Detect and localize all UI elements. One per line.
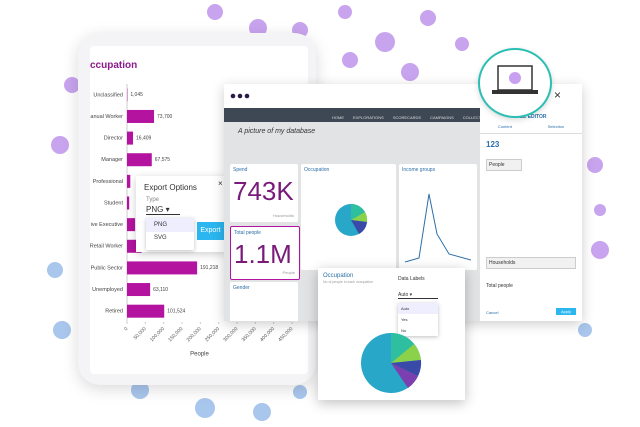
menu-option[interactable]: PNG [146,218,194,232]
export-dialog: Export Options × Type PNG ▾ PNG SVG Expo… [136,176,226,252]
tile-title: Spend [233,167,248,173]
tile-unit: People [282,270,295,275]
tile-value: 743K [233,176,294,206]
type-label: Type [146,197,160,203]
tile: Occupation [301,164,396,270]
x-tick-label: 250,000 [204,326,221,343]
bar [127,109,155,123]
tile: Spend 743K Households [230,164,298,222]
y-tick-label: Manager [101,157,123,163]
x-tick-label: 300,000 [222,326,239,343]
nav-tab[interactable]: HOME [332,115,344,120]
value-label: 16,409 [136,135,152,141]
x-tick-label: 150,000 [167,326,184,343]
x-tick-label: 350,000 [241,326,258,343]
close-icon[interactable]: × [218,179,223,188]
x-tick-label: 100,000 [149,326,166,343]
x-tick-label: 400,000 [259,326,276,343]
export-button[interactable]: Export [197,222,224,240]
y-tick-label: ive Executive [91,222,123,228]
popup-subtitle: No of people in each occupation [323,280,374,284]
x-axis-label: People [190,352,209,358]
tile-title: Gender [233,285,250,291]
tile-title: Occupation [304,167,330,173]
popup-title: Occupation [323,273,354,279]
value-label: 73,700 [157,114,173,120]
y-tick-label: Unemployed [92,287,123,293]
value-label: 191,218 [200,265,218,271]
x-tick-label: 450,000 [277,326,294,343]
field[interactable]: People [486,159,522,171]
editor-tab[interactable]: Selection [547,124,565,129]
type-select[interactable]: PNG ▾ [146,205,180,215]
value-label: 67,575 [155,157,171,163]
y-tick-label: Retired [105,309,123,315]
y-tick-label: Unclassified [93,92,123,98]
x-tick-label: 50,000 [133,326,148,341]
options-menu: Auto Yes No [398,303,438,336]
type-menu: PNG SVG [146,218,194,250]
bar [127,196,130,210]
bar [127,174,131,188]
value-label: 101,524 [167,309,185,315]
menu-option[interactable]: No [401,328,407,333]
tile-value: 1.1M [234,239,292,269]
bar [127,283,151,297]
y-tick-label: Public Sector [91,265,124,271]
nav-tab[interactable]: COLLECTIONS [462,115,492,120]
line-icon [405,193,471,263]
window-dots [230,93,250,99]
pie-icon [361,333,422,393]
number-icon: 123 [486,140,500,149]
value-label: 63,110 [153,287,168,293]
tile: Gender [230,282,298,321]
bar [127,131,134,145]
menu-label: Data Labels [398,276,425,282]
tile: Total people 1.1M People [230,226,300,280]
bar [127,261,198,275]
panel-title: ccupation [90,60,138,71]
menu-option[interactable]: Auto [398,303,438,314]
selected-type: PNG [146,205,164,214]
value-label: 1,045 [130,92,143,98]
dialog-title: Export Options [144,183,197,192]
dashboard-title: A picture of my database [238,128,316,135]
bar [127,304,165,318]
nav-tab[interactable]: EXPLORATIONS [353,115,384,120]
apply-button[interactable]: Apply [556,308,577,315]
editor-tab[interactable]: Content [497,124,512,129]
pie-icon [335,203,368,236]
close-icon[interactable]: × [554,88,562,102]
bar [127,153,152,167]
selected-option: Auto [398,292,409,298]
tile-title: Income groups [402,167,436,173]
tile: Income groups [399,164,477,270]
y-tick-label: Student [104,200,123,206]
y-tick-label: Professional [93,179,123,185]
nav-tab[interactable]: CAMPAIGNS [430,115,454,120]
cancel-button[interactable]: Cancel [486,310,499,315]
tile-title: Total people [234,230,261,236]
field[interactable]: Households [486,257,576,269]
tile-unit: Households [272,213,294,218]
y-tick-label: anual Worker [90,114,123,120]
bar [127,218,136,232]
nav-bar: HOME EXPLORATIONS SCORECARDS CAMPAIGNS COLLE… [224,108,491,122]
y-tick-label: Retail Worker [90,244,123,250]
y-tick-label: Director [104,136,123,142]
menu-option[interactable]: SVG [154,235,167,241]
field: Total people [486,283,513,289]
occupation-popup: Occupation No of people in each occupati… [318,268,465,400]
laptop-icon [478,48,552,118]
nav-tab[interactable]: SCORECARDS [392,115,422,120]
menu-option[interactable]: Yes [401,317,408,322]
x-tick-label: 200,000 [186,326,203,343]
x-tick-label: 0 [123,326,129,332]
menu-select[interactable]: Auto ▾ [398,292,438,299]
